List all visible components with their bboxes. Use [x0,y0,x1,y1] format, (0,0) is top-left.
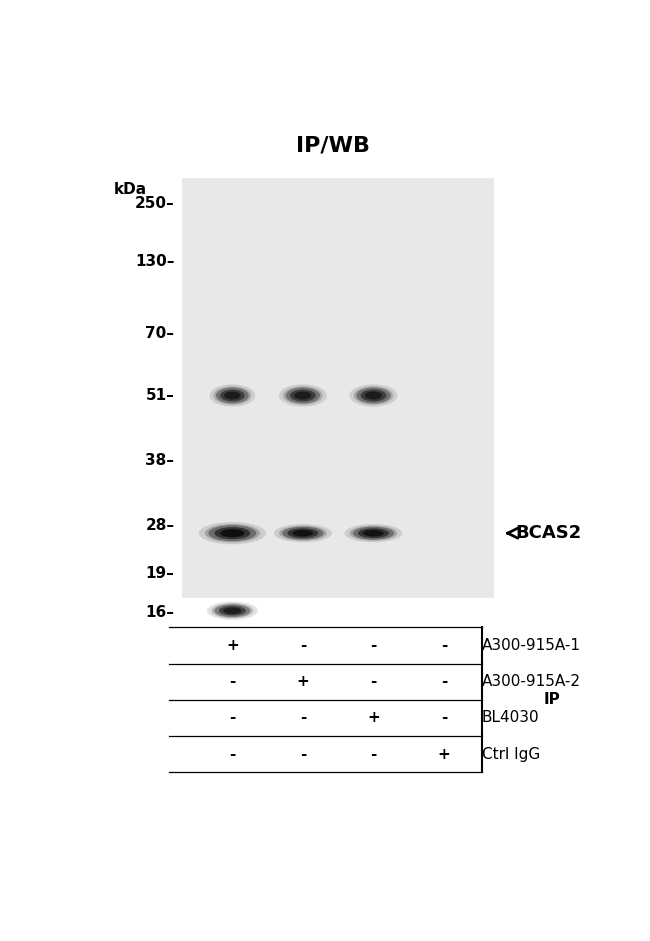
Ellipse shape [294,391,311,400]
Ellipse shape [209,525,256,541]
Text: 51–: 51– [146,388,174,403]
Ellipse shape [286,388,320,404]
Ellipse shape [365,391,382,400]
Text: +: + [296,674,309,689]
Ellipse shape [199,522,266,544]
Ellipse shape [290,390,316,402]
Ellipse shape [207,601,258,620]
Ellipse shape [344,524,402,542]
Text: -: - [229,674,235,689]
Text: -: - [300,638,306,653]
Text: -: - [370,746,376,761]
Text: 38–: 38– [146,454,174,469]
Text: -: - [370,674,376,689]
Ellipse shape [361,390,386,402]
Ellipse shape [287,528,318,538]
Bar [182,178,494,598]
Ellipse shape [274,524,332,542]
Ellipse shape [216,388,249,404]
Text: -: - [441,710,447,726]
Ellipse shape [220,390,244,402]
Ellipse shape [205,524,260,542]
Text: -: - [300,710,306,726]
Text: 70–: 70– [146,327,174,342]
Ellipse shape [356,388,391,404]
Ellipse shape [279,384,327,407]
Ellipse shape [350,526,397,541]
Text: -: - [441,638,447,653]
Text: -: - [370,638,376,653]
Text: 19–: 19– [146,566,174,581]
Ellipse shape [282,527,324,540]
Ellipse shape [279,526,327,541]
Ellipse shape [214,527,250,539]
Ellipse shape [358,528,389,538]
Text: BCAS2: BCAS2 [515,524,582,542]
Ellipse shape [209,384,255,407]
Ellipse shape [363,530,383,536]
Text: BL4030: BL4030 [482,710,540,726]
Text: -: - [441,674,447,689]
Ellipse shape [211,603,254,618]
Text: A300-915A-2: A300-915A-2 [482,674,580,689]
Text: 250–: 250– [135,196,174,211]
Text: 130–: 130– [135,254,174,269]
Text: +: + [437,746,450,761]
Ellipse shape [220,529,244,537]
Ellipse shape [354,387,393,405]
Ellipse shape [350,384,397,407]
Ellipse shape [214,604,250,617]
Text: -: - [300,746,306,761]
Text: A300-915A-1: A300-915A-1 [482,638,580,653]
Text: kDa: kDa [114,182,147,197]
Ellipse shape [224,391,240,400]
Text: IP/WB: IP/WB [296,136,370,155]
Text: IP: IP [544,693,561,708]
Ellipse shape [224,608,241,614]
Text: 28–: 28– [146,518,174,534]
Text: Ctrl IgG: Ctrl IgG [482,746,540,761]
Text: 16–: 16– [146,605,174,620]
Text: +: + [367,710,380,726]
Text: +: + [226,638,239,653]
Text: -: - [229,710,235,726]
Text: -: - [229,746,235,761]
Ellipse shape [292,530,313,536]
Ellipse shape [353,527,394,540]
Ellipse shape [219,606,246,615]
Ellipse shape [283,387,322,405]
Ellipse shape [214,387,251,405]
